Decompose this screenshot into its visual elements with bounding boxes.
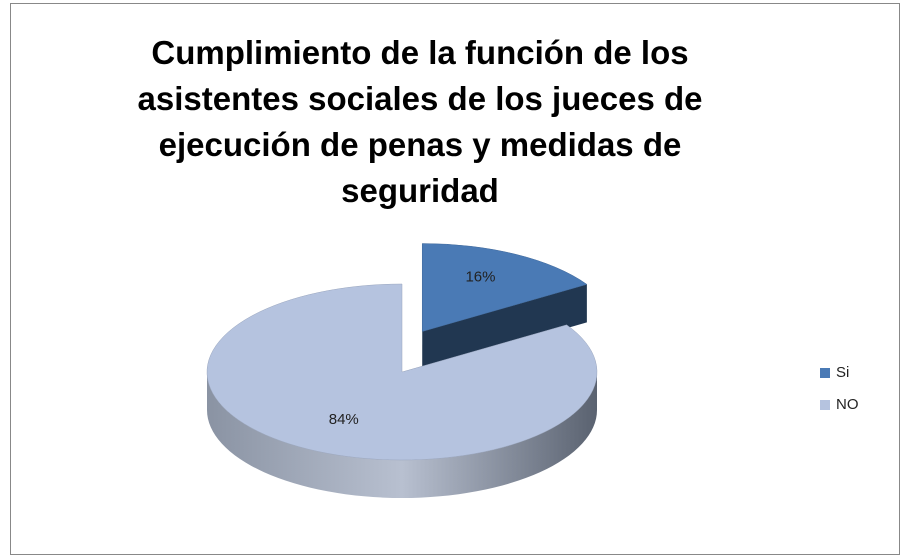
legend: Si NO [820,364,859,413]
chart-title: Cumplimiento de la función de los asiste… [137,34,703,209]
data-label: 16% [465,269,495,286]
legend-swatch [820,368,830,378]
legend-label: Si [836,364,849,381]
slice [421,243,588,332]
slice-side [207,372,597,498]
legend-label: NO [836,396,859,413]
pie: 16% 84% [206,243,598,498]
slice-face [422,284,587,370]
legend-swatch [820,400,830,410]
data-label: 84% [329,411,359,428]
slice [206,283,598,461]
